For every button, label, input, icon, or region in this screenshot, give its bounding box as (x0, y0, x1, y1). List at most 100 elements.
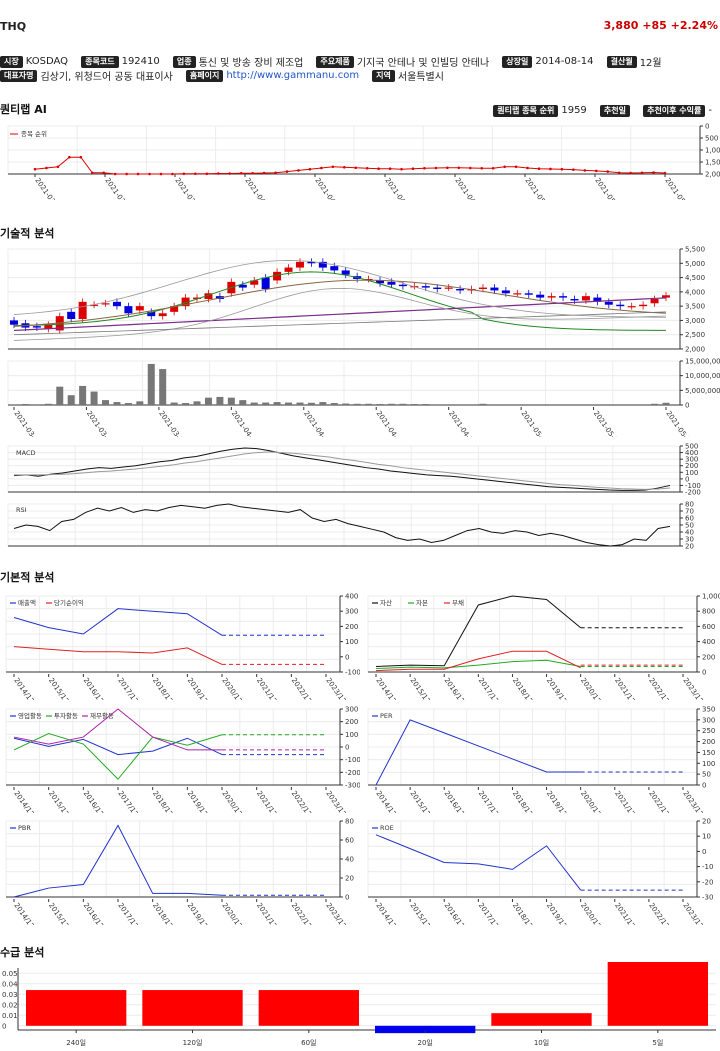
year-label: 2016/12 (82, 677, 105, 700)
y-tick-label: 40 (685, 529, 694, 537)
year-label: 2018/12 (151, 790, 174, 813)
y-tick-label: 2,500 (685, 331, 705, 339)
y-tick-label: 0 (2, 1022, 6, 1030)
y-tick-label: 0 (345, 653, 349, 661)
y-tick-label: 20 (345, 875, 354, 883)
volume-bar (307, 402, 315, 405)
y-tick-label: 5,000 (685, 260, 705, 268)
volume-bar (605, 404, 613, 405)
legend-label: 매출액 (18, 598, 36, 607)
legend-label: ROE (380, 824, 394, 832)
year-label: 2015/12 (408, 790, 431, 813)
y-tick-label: 80 (685, 501, 694, 509)
category-label: 20일 (417, 1038, 432, 1047)
supply-bar (375, 1025, 476, 1034)
y-tick-label: 60 (685, 515, 694, 523)
quant-rank-value: 1959 (561, 105, 587, 116)
volume-bar (296, 402, 304, 405)
candle-body (387, 281, 396, 285)
y-tick-label: 2,000 (685, 346, 705, 354)
rank-line (34, 156, 666, 175)
volume-bar (365, 403, 373, 405)
candle-body (501, 290, 510, 294)
year-label: 2018/12 (151, 902, 174, 925)
volume-bar (445, 404, 453, 405)
year-label: 2018/12 (511, 677, 534, 700)
year-label: 2014/12 (12, 677, 35, 700)
candle-body (101, 303, 110, 305)
y-tick-label: 200 (702, 738, 715, 746)
market-value: KOSDAQ (25, 56, 69, 67)
rec-date-tag: 추천일 (599, 104, 630, 117)
quant-rank-block: 퀀티랩 종목 순위 1959 추천일 추천이후 수익률 - (493, 100, 712, 119)
volume-bar (410, 404, 418, 405)
legend-label: 영업활동 (18, 711, 42, 720)
volume-bar (525, 404, 533, 405)
year-label: 2020/12 (579, 677, 602, 700)
year-label: 2019/12 (545, 677, 568, 700)
candle-body (490, 287, 499, 291)
y-tick-label: 4,500 (685, 274, 705, 282)
y-tick-label: 3,500 (685, 303, 705, 311)
volume-bar (582, 404, 590, 405)
volume-bar (616, 404, 624, 405)
candle-body (158, 313, 167, 317)
moving-average-line (13, 311, 667, 336)
listing-value: 2014-08-14 (535, 56, 594, 67)
volume-bar (159, 369, 167, 405)
year-label: 2014/12 (374, 790, 397, 813)
year-label: 2019/12 (186, 790, 209, 813)
y-tick-label: 3,000 (685, 317, 705, 325)
y-tick-label: 10 (702, 833, 711, 841)
y-tick-label: 70 (685, 508, 694, 516)
y-tick-label: 0 (702, 782, 706, 790)
year-label: 2017/12 (477, 677, 500, 700)
date-label: 2021-05-20 (593, 177, 623, 200)
year-label: 2019/12 (545, 790, 568, 813)
volume-bar (273, 402, 281, 405)
year-label: 2022/12 (647, 790, 670, 813)
year-label: 2017/12 (116, 902, 139, 925)
volume-chart: 15,000,000 10,000,000 5,000,000 0 2021-03-05… (7, 358, 720, 437)
candle-body (616, 304, 625, 307)
year-label: 2023/12 (324, 902, 347, 925)
cashflow-chart: 300 200 100 0 -100 -200 -300 영업활동 투자활동 재무활동 2014/1… (5, 706, 360, 813)
date-label: 2021-03-05 (12, 410, 42, 437)
supply-bar (491, 1013, 592, 1026)
fundamental-series-line (13, 646, 223, 665)
region-value: 서울특별시 (397, 72, 444, 83)
candle-body (662, 295, 670, 298)
y-tick-label: 0 (702, 848, 706, 856)
homepage-tag: 홈페이지 (185, 69, 224, 82)
rsi-label: RSI (16, 506, 27, 514)
candle-body (273, 271, 282, 281)
fundamental-series-line (375, 834, 582, 891)
year-label: 2014/12 (12, 790, 35, 813)
y-tick-label: 300 (345, 706, 358, 714)
y-tick-label: 5,500 (685, 246, 705, 254)
y-tick-label: 200 (685, 462, 698, 470)
year-label: 2021/12 (255, 677, 278, 700)
product-tag: 주요제품 (316, 55, 354, 68)
homepage-link[interactable]: http://www.gammanu.com (226, 70, 360, 81)
y-tick-label: 200 (345, 718, 358, 726)
candle-body (547, 296, 556, 298)
y-tick-label: 0.03 (2, 991, 18, 999)
candle-body (421, 286, 430, 288)
legend-label: 자본 (416, 598, 428, 607)
date-label: 2021-05-10 (523, 177, 553, 200)
year-label: 2014/12 (12, 902, 35, 925)
date-label: 2021-05-20 (592, 410, 622, 437)
code-value: 192410 (121, 56, 160, 67)
technical-title: 기술적 분석 (0, 227, 55, 240)
candle-body (433, 287, 442, 289)
fundamental-series-line (375, 719, 581, 786)
rsi-line (13, 503, 671, 547)
y-tick-label: -20 (702, 878, 713, 886)
volume-bar (182, 403, 190, 405)
quant-rank-tag: 퀀티랩 종목 순위 (493, 104, 559, 117)
legend-label: 종목 순위 (21, 130, 47, 138)
candle-body (318, 261, 327, 268)
fundamental-series-line (13, 608, 223, 636)
ceo-value: 김상기, 위청드어 공동 대표이사 (40, 72, 173, 83)
